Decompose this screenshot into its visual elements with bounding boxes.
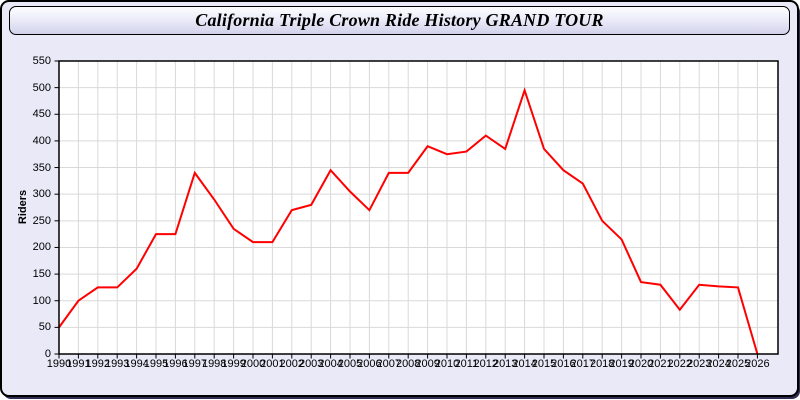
y-tick-label: 400	[32, 134, 51, 147]
y-tick-label: 150	[32, 268, 51, 281]
x-tick-label: 2002	[279, 358, 305, 370]
y-tick-label: 550	[32, 55, 51, 67]
y-tick-label: 100	[32, 294, 51, 307]
x-tick-label: 2024	[706, 358, 731, 370]
y-tick-label: 500	[32, 81, 51, 94]
x-tick-label: 1993	[104, 358, 130, 370]
y-axis-title: Riders	[17, 189, 29, 225]
x-tick-label: 2007	[376, 358, 402, 370]
x-tick-label: 2004	[318, 358, 343, 370]
y-tick-label: 250	[32, 214, 51, 227]
x-tick-label: 1997	[182, 358, 208, 370]
riders-line-series	[58, 87, 759, 355]
x-tick-label: 2006	[357, 358, 382, 370]
x-tick-label: 2001	[260, 358, 285, 370]
x-tick-label: 2009	[415, 358, 440, 370]
x-tick-label: 1998	[201, 358, 227, 370]
y-tick-label: 300	[32, 188, 51, 201]
y-tick-label: 200	[32, 241, 51, 254]
title-bar: California Triple Crown Ride History GRA…	[9, 6, 790, 35]
x-tick-label: 2012	[473, 358, 499, 370]
x-tick-label: 1992	[85, 358, 111, 370]
y-tick-label: 350	[32, 161, 51, 174]
x-tick-label: 2015	[531, 358, 557, 370]
y-tick-label: 50	[38, 321, 51, 334]
x-tick-label: 2019	[609, 358, 634, 370]
x-tick-label: 2023	[686, 358, 712, 370]
x-tick-label: 2008	[395, 358, 421, 370]
x-tick-label: 1999	[221, 358, 246, 370]
x-tick-label: 2003	[298, 358, 324, 370]
x-tick-label: 1995	[143, 358, 169, 370]
x-tick-label: 2014	[512, 358, 537, 370]
x-tick-label: 2005	[337, 358, 363, 370]
x-tick-label: 2022	[667, 358, 693, 370]
plot-border	[58, 60, 779, 355]
x-tick-label: 1991	[66, 358, 91, 370]
x-tick-label: 2010	[434, 358, 460, 370]
x-tick-label: 2013	[492, 358, 518, 370]
x-tick-label: 2011	[454, 358, 479, 370]
plot-background	[59, 61, 778, 354]
chart-title: California Triple Crown Ride History GRA…	[195, 10, 604, 30]
x-tick-label: 2026	[745, 358, 770, 370]
x-tick-label: 2020	[628, 358, 654, 370]
x-tick-label: 1996	[163, 358, 188, 370]
x-tick-label: 1994	[124, 358, 149, 370]
x-tick-label: 2018	[589, 358, 615, 370]
y-tick-label: 450	[32, 108, 51, 121]
x-tick-label: 2025	[725, 358, 751, 370]
x-tick-label: 2016	[551, 358, 576, 370]
x-tick-label: 2000	[240, 358, 266, 370]
x-tick-label: 2021	[648, 358, 673, 370]
x-tick-label: 1990	[46, 358, 72, 370]
x-tick-label: 2017	[570, 358, 596, 370]
y-tick-label: 0	[44, 348, 51, 360]
